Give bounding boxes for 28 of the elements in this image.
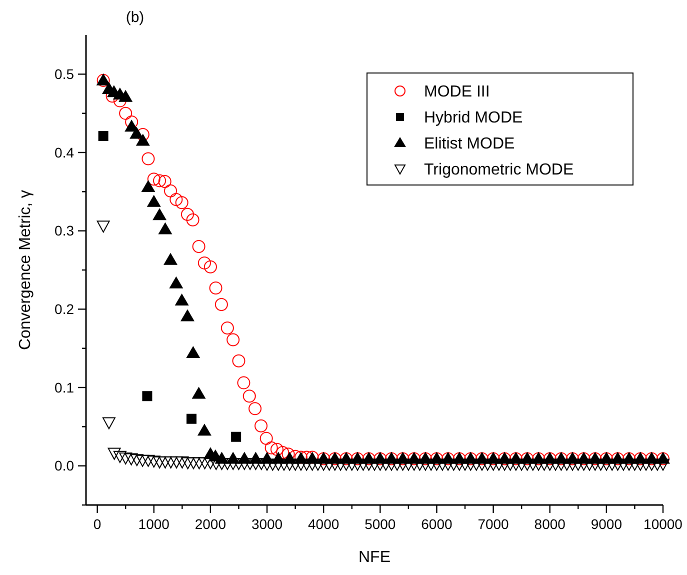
y-tick-label: 0.3 [54, 222, 74, 239]
x-tick-label: 6000 [421, 516, 453, 532]
x-tick-label: 1000 [138, 516, 170, 532]
point [231, 432, 242, 442]
y-tick-label: 0.5 [54, 66, 74, 82]
y-tick-label: 0.2 [54, 301, 74, 318]
x-tick-label: 9000 [590, 516, 622, 532]
x-tick-label: 2000 [194, 516, 226, 532]
y-axis-title: Convergence Metric, γ [17, 190, 34, 350]
legend-label: Hybrid MODE [424, 110, 523, 127]
y-tick-label: 0.0 [54, 458, 74, 474]
x-tick-label: 0 [93, 516, 102, 532]
x-tick-label: 7000 [478, 516, 510, 532]
point [186, 414, 196, 424]
x-tick-label: 3000 [251, 516, 283, 532]
point [142, 391, 152, 402]
x-axis-title: NFE [358, 549, 390, 566]
point [98, 131, 108, 142]
chart-title: (b) [126, 9, 144, 26]
legend-label: Elitist MODE [424, 136, 515, 153]
legend-label: MODE III [424, 84, 490, 101]
legend-label: Trigonometric MODE [424, 162, 574, 179]
x-tick-label: 5000 [364, 516, 396, 532]
x-tick-label: 4000 [308, 516, 340, 532]
y-tick-label: 0.4 [54, 144, 74, 160]
x-tick-label: 10000 [644, 516, 683, 532]
y-tick-label: 0.1 [54, 379, 74, 396]
x-tick-label: 8000 [534, 516, 566, 532]
